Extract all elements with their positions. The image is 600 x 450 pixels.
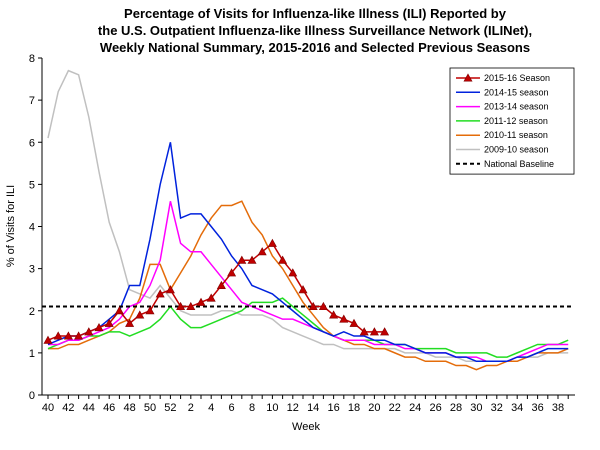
data-point [227, 268, 237, 277]
x-tick-label: 4 [208, 402, 214, 414]
y-tick-label: 8 [29, 53, 35, 65]
x-tick-label: 24 [409, 402, 421, 414]
y-tick-label: 7 [29, 95, 35, 107]
x-tick-label: 36 [531, 402, 543, 414]
legend-label: 2015-16 Season [484, 73, 550, 83]
y-tick-label: 4 [29, 222, 35, 234]
data-point [278, 255, 288, 264]
data-point [135, 310, 145, 319]
y-tick-label: 1 [29, 348, 35, 360]
chart-title: the U.S. Outpatient Influenza-like Illne… [98, 23, 532, 38]
x-tick-label: 32 [491, 402, 503, 414]
data-point [196, 297, 206, 306]
y-tick-label: 5 [29, 179, 35, 191]
data-point [308, 301, 318, 311]
x-tick-label: 46 [103, 402, 115, 414]
legend-label: 2010-11 season [484, 130, 548, 140]
data-point [94, 322, 104, 332]
legend-label: 2009-10 season [484, 145, 549, 155]
x-tick-label: 8 [249, 402, 255, 414]
x-tick-label: 52 [164, 402, 176, 414]
series-line [48, 201, 569, 363]
legend-label: 2013-14 season [484, 102, 549, 112]
data-point [155, 289, 165, 298]
data-point [288, 268, 298, 277]
x-tick-label: 16 [327, 402, 339, 414]
x-tick-label: 42 [62, 402, 74, 414]
x-tick-label: 22 [389, 402, 401, 414]
x-tick-label: 18 [348, 402, 360, 414]
y-tick-label: 2 [29, 306, 35, 318]
x-tick-label: 6 [229, 402, 235, 414]
legend-label: 2011-12 season [484, 116, 548, 126]
data-point [63, 331, 73, 340]
x-tick-label: 40 [42, 402, 54, 414]
data-point [206, 293, 216, 302]
data-point [380, 327, 390, 336]
data-point [369, 327, 379, 336]
x-tick-label: 48 [123, 402, 135, 414]
x-tick-label: 12 [287, 402, 299, 414]
data-point [329, 310, 339, 319]
x-tick-label: 50 [144, 402, 156, 414]
x-axis-label: Week [292, 421, 320, 433]
data-point [176, 301, 186, 311]
series-line [47, 297, 569, 358]
y-tick-label: 6 [29, 137, 35, 149]
data-point [186, 301, 196, 311]
data-point [53, 331, 63, 340]
x-tick-label: 30 [470, 402, 482, 414]
x-tick-label: 34 [511, 402, 523, 414]
y-tick-label: 0 [29, 390, 35, 402]
data-point [84, 327, 94, 336]
data-point [114, 306, 124, 315]
y-axis-label: % of Visits for ILI [5, 185, 17, 267]
data-point [247, 255, 257, 264]
data-point [359, 327, 369, 336]
data-point [349, 318, 359, 327]
legend-label: 2014-15 season [484, 87, 549, 97]
x-tick-label: 44 [83, 402, 95, 414]
x-tick-label: 10 [266, 402, 278, 414]
x-tick-label: 38 [552, 402, 564, 414]
data-point [298, 285, 308, 294]
series-line [48, 200, 569, 371]
series-line [47, 142, 569, 363]
data-point [125, 318, 135, 327]
series-line [47, 242, 385, 341]
data-point [318, 301, 328, 311]
x-tick-label: 26 [429, 402, 441, 414]
x-tick-label: 20 [368, 402, 380, 414]
chart-title: Weekly National Summary, 2015-2016 and S… [100, 40, 530, 55]
data-point [216, 280, 226, 289]
chart-title: Percentage of Visits for Influenza-like … [124, 6, 507, 21]
data-point [165, 285, 175, 294]
x-tick-label: 2 [188, 402, 194, 414]
data-point [145, 306, 155, 315]
legend-label: National Baseline [484, 159, 554, 169]
x-tick-label: 14 [307, 402, 319, 414]
data-point [257, 247, 267, 256]
data-point [267, 238, 277, 247]
y-tick-label: 3 [29, 264, 35, 276]
data-point [237, 255, 247, 264]
x-tick-label: 28 [450, 402, 462, 414]
legend-marker [463, 73, 473, 82]
data-point [74, 331, 84, 340]
data-point [43, 335, 53, 344]
data-point [104, 318, 114, 327]
data-point [339, 314, 349, 323]
